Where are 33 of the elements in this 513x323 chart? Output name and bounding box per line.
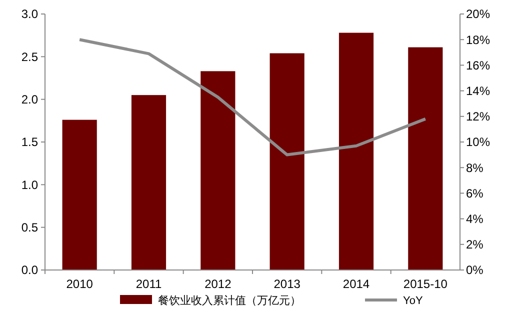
bar (270, 53, 304, 270)
x-tick-label: 2010 (66, 277, 94, 291)
bar (131, 95, 166, 270)
y2-tick-label: 12% (466, 110, 490, 124)
y-tick-label: 0.0 (21, 263, 38, 278)
bar (338, 32, 374, 270)
x-tick-label: 2014 (342, 277, 370, 291)
y-tick-label: 0.5 (21, 220, 38, 235)
bar (62, 120, 97, 270)
y2-tick-label: 2% (466, 238, 484, 252)
x-tick-label: 2011 (136, 277, 162, 291)
y-tick-label: 1.5 (21, 135, 38, 150)
y2-tick-label: 20% (466, 7, 490, 22)
legend-label: YoY (403, 295, 424, 307)
bar (200, 71, 236, 270)
y2-tick-label: 4% (466, 212, 484, 226)
x-tick-label: 2013 (274, 277, 301, 291)
y2-tick-label: 16% (466, 58, 490, 72)
x-tick-label: 2015-10 (403, 277, 448, 291)
y2-tick-label: 8% (466, 160, 484, 175)
y-tick-label: 2.5 (21, 50, 38, 64)
y2-tick-label: 14% (466, 84, 490, 98)
y2-tick-label: 6% (466, 186, 484, 200)
y2-tick-label: 10% (466, 135, 490, 150)
x-tick-label: 2012 (204, 277, 232, 291)
bar (408, 47, 443, 270)
y-tick-label: 3.0 (21, 7, 38, 22)
y-tick-label: 2.0 (21, 92, 38, 107)
y2-tick-label: 18% (466, 32, 490, 47)
y2-tick-label: 0% (466, 263, 484, 278)
line-series (78, 38, 427, 156)
y-tick-label: 1.0 (21, 178, 38, 192)
legend-label: 餐饮业收入累计值（万亿元） (158, 294, 301, 307)
